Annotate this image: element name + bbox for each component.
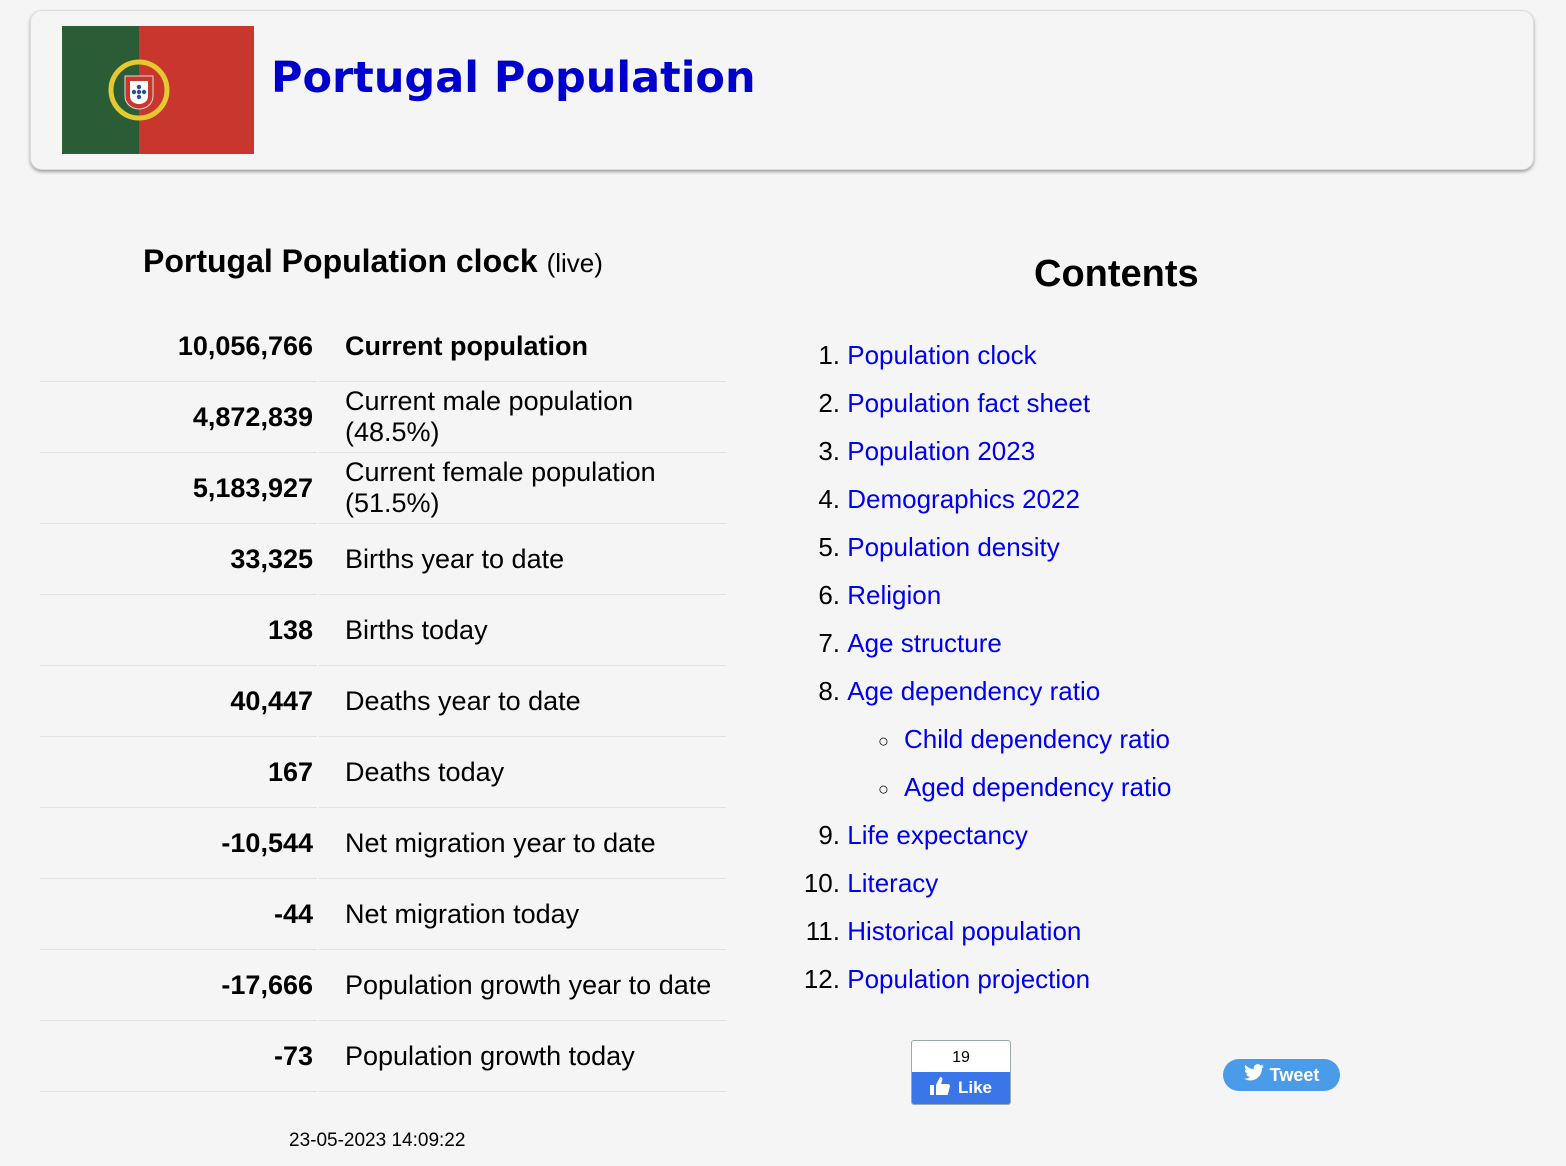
page-title: Portugal Population xyxy=(271,53,756,103)
stat-label: Deaths today xyxy=(318,736,726,808)
clock-heading: Portugal Population clock (live) xyxy=(143,243,603,280)
contents-item: 2. Population fact sheet xyxy=(796,388,1171,436)
stat-label: Net migration year to date xyxy=(318,807,726,879)
stat-value: -44 xyxy=(40,878,319,950)
circle-bullet-icon: ○ xyxy=(878,779,889,799)
contents-item: 11. Historical population xyxy=(796,916,1171,964)
contents-link[interactable]: Literacy xyxy=(847,868,939,898)
tweet-button[interactable]: Tweet xyxy=(1223,1059,1340,1091)
contents-item: 6. Religion xyxy=(796,580,1171,628)
contents-link[interactable]: Population clock xyxy=(847,340,1037,370)
live-label: (live) xyxy=(546,248,603,278)
like-count: 19 xyxy=(952,1049,970,1066)
table-row: -10,544 Net migration year to date xyxy=(40,807,726,879)
item-number: 7. xyxy=(818,628,840,658)
contents-item: 3. Population 2023 xyxy=(796,436,1171,484)
tweet-label: Tweet xyxy=(1269,1064,1320,1085)
contents-item: 12. Population projection xyxy=(796,964,1171,1012)
contents-item: ○ Aged dependency ratio xyxy=(796,772,1171,820)
stat-value: 10,056,766 xyxy=(40,311,319,382)
timestamp: 23-05-2023 14:09:22 xyxy=(289,1130,466,1151)
stat-label: Births year to date xyxy=(318,523,726,595)
circle-bullet-icon: ○ xyxy=(878,731,889,751)
stat-label: Population growth today xyxy=(318,1020,726,1092)
contents-link[interactable]: Age dependency ratio xyxy=(847,676,1101,706)
contents-link[interactable]: Population projection xyxy=(847,964,1091,994)
item-number: 4. xyxy=(818,484,840,514)
item-number: 11. xyxy=(805,916,840,946)
item-number: 1. xyxy=(818,340,840,370)
population-clock-table: 10,056,766 Current population 4,872,839 Cur… xyxy=(40,311,726,1092)
table-row: -17,666 Population growth year to date xyxy=(40,949,726,1021)
item-number: 12. xyxy=(803,964,840,994)
table-row: -73 Population growth today xyxy=(40,1020,726,1092)
contents-link[interactable]: Aged dependency ratio xyxy=(904,772,1172,802)
contents-link[interactable]: Demographics 2022 xyxy=(847,484,1080,514)
contents-link[interactable]: Life expectancy xyxy=(847,820,1028,850)
stat-label: Current female population (51.5%) xyxy=(318,452,726,524)
table-row: 33,325 Births year to date xyxy=(40,523,726,595)
contents-item: 8. Age dependency ratio xyxy=(796,676,1171,724)
item-number: 9. xyxy=(818,820,840,850)
contents-item: 4. Demographics 2022 xyxy=(796,484,1171,532)
stat-value: -73 xyxy=(40,1020,319,1092)
page-header: Portugal Population xyxy=(30,10,1534,170)
contents-link[interactable]: Population 2023 xyxy=(847,436,1036,466)
table-row: 138 Births today xyxy=(40,594,726,666)
table-row: 10,056,766 Current population xyxy=(40,311,726,382)
stat-label: Current population xyxy=(318,311,726,382)
contents-link[interactable]: Historical population xyxy=(847,916,1082,946)
contents-item: 10. Literacy xyxy=(796,868,1171,916)
thumbs-up-icon xyxy=(929,1076,950,1100)
stat-value: 167 xyxy=(40,736,319,808)
stat-value: -10,544 xyxy=(40,807,319,879)
table-row: 4,872,839 Current male population (48.5%) xyxy=(40,381,726,453)
stat-label: Births today xyxy=(318,594,726,666)
contents-link[interactable]: Population density xyxy=(847,532,1060,562)
stat-value: 4,872,839 xyxy=(40,381,319,453)
item-number: 3. xyxy=(818,436,840,466)
stat-value: 138 xyxy=(40,594,319,666)
contents-item: ○ Child dependency ratio xyxy=(796,724,1171,772)
stat-value: -17,666 xyxy=(40,949,319,1021)
contents-item: 9. Life expectancy xyxy=(796,820,1171,868)
item-number: 5. xyxy=(818,532,840,562)
twitter-bird-icon xyxy=(1243,1064,1264,1086)
item-number: 6. xyxy=(818,580,840,610)
table-row: -44 Net migration today xyxy=(40,878,726,950)
clock-heading-text: Portugal Population clock xyxy=(143,243,538,279)
item-number: 2. xyxy=(818,388,840,418)
item-number: 8. xyxy=(818,676,840,706)
stat-value: 5,183,927 xyxy=(40,452,319,524)
like-label: Like xyxy=(957,1078,993,1097)
table-of-contents: 1. Population clock 2. Population fact sh… xyxy=(796,340,1172,1012)
table-row: 5,183,927 Current female population (51.5… xyxy=(40,452,726,524)
contents-link[interactable]: Population fact sheet xyxy=(847,388,1091,418)
stat-label: Deaths year to date xyxy=(318,665,726,737)
stat-label: Population growth year to date xyxy=(318,949,726,1021)
contents-link[interactable]: Child dependency ratio xyxy=(904,724,1170,754)
stat-label: Net migration today xyxy=(318,878,726,950)
table-row: 167 Deaths today xyxy=(40,736,726,808)
stat-value: 33,325 xyxy=(40,523,319,595)
stat-value: 40,447 xyxy=(40,665,319,737)
contents-heading: Contents xyxy=(1034,253,1199,295)
contents-link[interactable]: Age structure xyxy=(847,628,1002,658)
table-row: 40,447 Deaths year to date xyxy=(40,665,726,737)
contents-item: 7. Age structure xyxy=(796,628,1171,676)
stat-label: Current male population (48.5%) xyxy=(318,381,726,453)
facebook-like-button[interactable]: 19 Like xyxy=(911,1040,1011,1105)
contents-item: 5. Population density xyxy=(796,532,1171,580)
portugal-flag xyxy=(62,26,254,154)
contents-link[interactable]: Religion xyxy=(847,580,942,610)
item-number: 10. xyxy=(803,868,840,898)
contents-item: 1. Population clock xyxy=(796,340,1171,388)
